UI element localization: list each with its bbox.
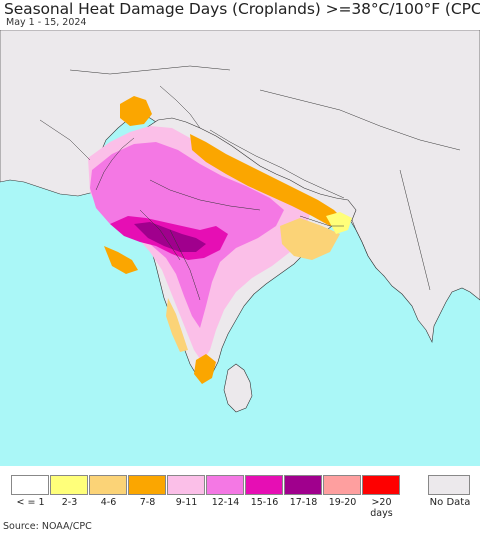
zone-7-8-north bbox=[190, 134, 344, 226]
legend-label: >20 days bbox=[370, 497, 393, 519]
map-title: Seasonal Heat Damage Days (Croplands) >=… bbox=[4, 0, 480, 18]
zone-4-6-north bbox=[280, 218, 340, 260]
legend-swatch bbox=[50, 475, 88, 495]
legend-swatch bbox=[206, 475, 244, 495]
legend-label: 19-20 bbox=[328, 497, 357, 508]
legend-label: 15-16 bbox=[250, 497, 279, 508]
legend-swatch bbox=[284, 475, 322, 495]
legend: < = 1 2-3 4-6 7-8 9-11 12-14 15-16 17-18… bbox=[0, 466, 480, 519]
legend-label: 2-3 bbox=[61, 497, 78, 508]
legend-label: < = 1 bbox=[16, 497, 45, 508]
date-range: May 1 - 15, 2024 bbox=[6, 17, 87, 28]
zone-7-8-south bbox=[194, 354, 216, 384]
legend-swatch bbox=[11, 475, 49, 495]
legend-swatch bbox=[89, 475, 127, 495]
zone-17-18 bbox=[134, 222, 206, 252]
legend-label: 9-11 bbox=[175, 497, 198, 508]
legend-label: 17-18 bbox=[289, 497, 318, 508]
legend-labels: < = 1 2-3 4-6 7-8 9-11 12-14 15-16 17-18… bbox=[11, 497, 401, 519]
legend-swatches bbox=[11, 475, 401, 495]
border-lines bbox=[39, 65, 461, 301]
zone-7-8-punjab bbox=[120, 96, 152, 126]
zone-2-3-east bbox=[326, 212, 352, 234]
heat-damage-map bbox=[0, 30, 480, 466]
legend-swatch bbox=[362, 475, 400, 495]
zone-7-8-west bbox=[104, 246, 138, 274]
legend-swatch bbox=[167, 475, 205, 495]
legend-swatch bbox=[245, 475, 283, 495]
legend-no-data-label: No Data bbox=[429, 497, 471, 508]
legend-label: 4-6 bbox=[100, 497, 117, 508]
sri-lanka bbox=[223, 363, 253, 413]
legend-label: 12-14 bbox=[211, 497, 240, 508]
legend-swatch bbox=[128, 475, 166, 495]
legend-label: 7-8 bbox=[139, 497, 156, 508]
legend-swatch bbox=[323, 475, 361, 495]
legend-no-data-swatch bbox=[428, 475, 470, 495]
zone-4-6-south bbox=[166, 298, 188, 352]
source-credit: Source: NOAA/CPC bbox=[3, 521, 92, 532]
